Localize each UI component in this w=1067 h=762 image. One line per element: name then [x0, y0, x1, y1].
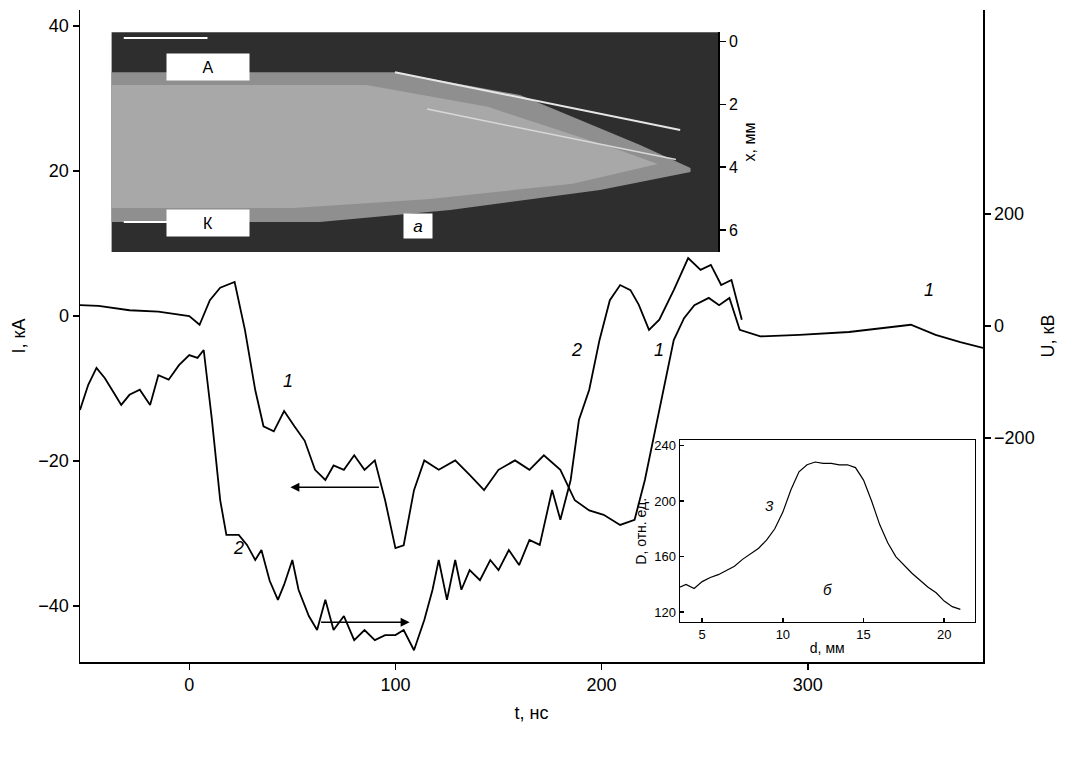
- svg-text:D, отн. ед.: D, отн. ед.: [633, 498, 649, 565]
- svg-text:2: 2: [233, 538, 244, 558]
- svg-text:15: 15: [856, 627, 870, 642]
- svg-text:−200: −200: [994, 428, 1035, 448]
- svg-text:300: 300: [793, 675, 823, 695]
- svg-text:1: 1: [283, 371, 293, 391]
- svg-text:2: 2: [729, 96, 738, 113]
- svg-text:120: 120: [654, 605, 676, 620]
- svg-text:240: 240: [654, 438, 676, 453]
- svg-text:4: 4: [729, 159, 738, 176]
- svg-text:t, нс: t, нс: [515, 703, 549, 723]
- svg-text:20: 20: [937, 627, 951, 642]
- svg-text:0: 0: [729, 33, 738, 50]
- svg-text:К: К: [203, 215, 213, 232]
- svg-text:а: а: [413, 217, 422, 236]
- svg-text:3: 3: [765, 497, 774, 514]
- svg-text:б: б: [823, 581, 832, 598]
- svg-text:−40: −40: [38, 596, 69, 616]
- svg-text:0: 0: [994, 316, 1004, 336]
- svg-text:А: А: [203, 59, 214, 76]
- svg-text:U, кВ: U, кВ: [1038, 315, 1058, 358]
- svg-text:0: 0: [184, 675, 194, 695]
- svg-text:1: 1: [924, 280, 934, 300]
- svg-text:160: 160: [654, 549, 676, 564]
- svg-text:6: 6: [729, 222, 738, 239]
- svg-text:40: 40: [49, 16, 69, 36]
- svg-text:I, кА: I, кА: [9, 319, 29, 354]
- svg-text:200: 200: [654, 494, 676, 509]
- svg-text:2: 2: [571, 340, 582, 360]
- svg-text:200: 200: [994, 204, 1024, 224]
- svg-text:0: 0: [59, 306, 69, 326]
- svg-text:20: 20: [49, 161, 69, 181]
- svg-text:100: 100: [380, 675, 410, 695]
- svg-text:200: 200: [587, 675, 617, 695]
- svg-text:1: 1: [654, 340, 664, 360]
- svg-text:5: 5: [699, 627, 706, 642]
- svg-text:d, мм: d, мм: [810, 640, 845, 656]
- svg-text:x, мм: x, мм: [741, 123, 758, 162]
- svg-text:−20: −20: [38, 451, 69, 471]
- svg-text:10: 10: [776, 627, 790, 642]
